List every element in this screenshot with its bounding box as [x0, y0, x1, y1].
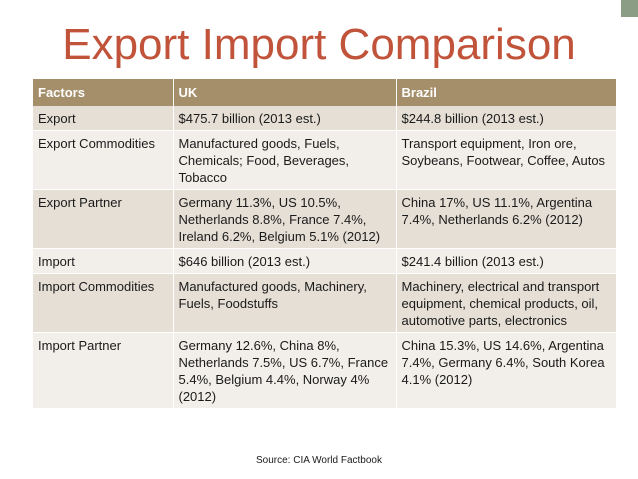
brazil-cell: China 15.3%, US 14.6%, Argentina 7.4%, G… [395, 332, 616, 409]
table-row-export: Export $475.7 billion (2013 est.) $244.8… [33, 106, 616, 131]
uk-cell: Manufactured goods, Fuels, Chemicals; Fo… [172, 130, 396, 190]
factor-cell: Import Commodities [33, 273, 173, 333]
uk-cell: Manufactured goods, Machinery, Fuels, Fo… [172, 273, 396, 333]
table-header-row: Factors UK Brazil [33, 79, 616, 106]
factor-cell: Import [33, 248, 173, 274]
header-brazil: Brazil [395, 79, 616, 106]
comparison-table: Factors UK Brazil Export $475.7 billion … [33, 79, 616, 409]
header-uk: UK [172, 79, 396, 106]
factor-cell: Export Commodities [33, 130, 173, 190]
factor-cell: Export [33, 106, 173, 131]
factor-cell: Import Partner [33, 332, 173, 409]
brazil-cell: Transport equipment, Iron ore, Soybeans,… [395, 130, 616, 190]
brazil-cell: $241.4 billion (2013 est.) [395, 248, 616, 274]
uk-cell: Germany 11.3%, US 10.5%, Netherlands 8.8… [172, 189, 396, 249]
slide-title: Export Import Comparison [62, 20, 576, 69]
factor-cell: Export Partner [33, 189, 173, 249]
table-row-import-commodities: Import Commodities Manufactured goods, M… [33, 273, 616, 333]
brazil-cell: $244.8 billion (2013 est.) [395, 106, 616, 131]
table-row-export-partner: Export Partner Germany 11.3%, US 10.5%, … [33, 189, 616, 249]
table-row-import-partner: Import Partner Germany 12.6%, China 8%, … [33, 332, 616, 409]
brazil-cell: China 17%, US 11.1%, Argentina 7.4%, Net… [395, 189, 616, 249]
source-note: Source: CIA World Factbook [256, 455, 382, 466]
table-row-import: Import $646 billion (2013 est.) $241.4 b… [33, 248, 616, 274]
table-row-export-commodities: Export Commodities Manufactured goods, F… [33, 130, 616, 190]
brazil-cell: Machinery, electrical and transport equi… [395, 273, 616, 333]
header-factors: Factors [33, 79, 173, 106]
uk-cell: $475.7 billion (2013 est.) [172, 106, 396, 131]
uk-cell: Germany 12.6%, China 8%, Netherlands 7.5… [172, 332, 396, 409]
uk-cell: $646 billion (2013 est.) [172, 248, 396, 274]
corner-accent [621, 0, 638, 17]
